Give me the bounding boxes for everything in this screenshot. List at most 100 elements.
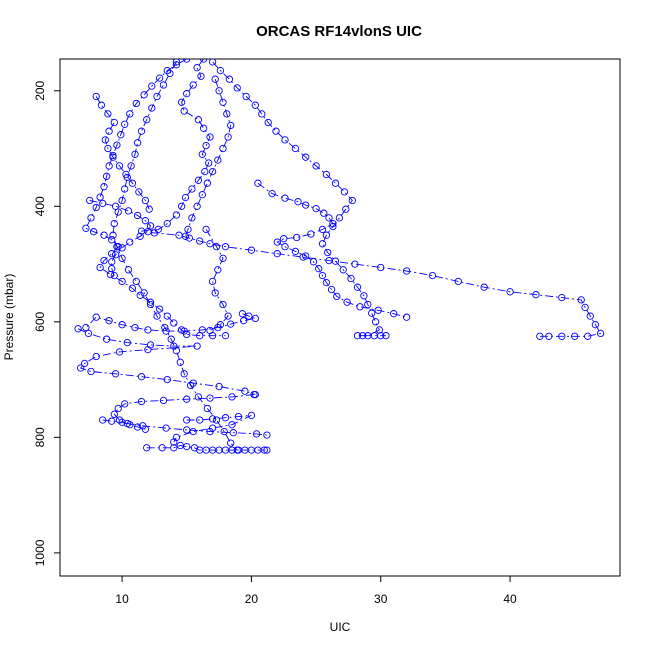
data-point: [118, 196, 126, 205]
data-point: [329, 219, 337, 228]
data-point: [371, 318, 380, 326]
data-point: [133, 423, 142, 431]
data-point: [454, 277, 462, 286]
data-point: [211, 289, 219, 297]
data-point: [224, 312, 232, 320]
data-point: [183, 426, 191, 434]
data-point: [102, 335, 111, 343]
data-point: [118, 254, 126, 262]
data-point: [211, 75, 219, 83]
data-point: [368, 309, 376, 317]
data-point: [241, 387, 249, 395]
data-point: [322, 278, 331, 287]
data-point: [183, 416, 191, 424]
data-point: [302, 153, 310, 161]
data-point: [273, 250, 281, 258]
data-point: [96, 193, 104, 201]
data-point: [183, 395, 191, 403]
data-point: [193, 342, 201, 350]
data-point: [196, 416, 204, 424]
data-point: [251, 101, 259, 109]
data-point: [111, 251, 120, 259]
data-point: [293, 233, 301, 242]
data-point: [260, 446, 268, 454]
data-point: [331, 257, 340, 265]
data-point: [145, 205, 153, 213]
data-point: [121, 400, 129, 408]
data-point: [221, 414, 230, 422]
data-point: [141, 196, 150, 205]
data-point: [180, 370, 188, 378]
data-point: [114, 208, 122, 216]
data-point: [199, 59, 208, 63]
data-point: [356, 303, 364, 311]
data-point: [121, 120, 129, 128]
data-point: [216, 66, 225, 75]
data-point: [252, 430, 261, 438]
data-point: [250, 390, 258, 399]
data-point: [360, 292, 368, 300]
chart-title: ORCAS RF14vlonS UIC: [256, 23, 422, 40]
data-point: [115, 416, 124, 424]
data-point: [183, 59, 191, 63]
data-point: [193, 64, 201, 72]
data-point: [198, 326, 206, 334]
data-point: [327, 285, 336, 294]
data-point: [162, 424, 170, 432]
data-point: [87, 214, 95, 222]
data-point: [155, 305, 164, 313]
data-point: [110, 118, 118, 127]
data-point: [205, 159, 213, 167]
data-point: [114, 404, 122, 413]
data-point: [189, 81, 197, 89]
series-lines: [77, 59, 602, 451]
data-point: [263, 446, 271, 454]
series-line: [257, 182, 407, 318]
x-axis: 10 20 30 40: [115, 575, 517, 606]
y-tick-label: 400: [33, 196, 47, 216]
series-line: [205, 229, 229, 331]
data-point: [177, 202, 186, 210]
data-point: [596, 329, 605, 338]
data-point: [227, 320, 235, 328]
data-point: [214, 156, 222, 164]
series-line: [102, 419, 146, 430]
data-point: [181, 232, 190, 240]
data-point: [109, 153, 117, 161]
data-point: [233, 84, 241, 92]
data-point: [532, 291, 540, 299]
data-point: [163, 375, 171, 384]
data-point: [101, 136, 109, 144]
data-point: [131, 323, 139, 332]
data-point: [167, 335, 175, 343]
data-point: [124, 207, 133, 215]
data-point: [208, 424, 217, 432]
data-point: [118, 244, 126, 252]
data-point: [133, 211, 142, 220]
data-point: [219, 300, 227, 309]
data-point: [172, 59, 181, 66]
data-point: [148, 82, 156, 90]
data-point: [80, 359, 89, 368]
data-point: [268, 189, 276, 198]
data-point: [307, 230, 315, 238]
data-point: [342, 205, 350, 213]
data-point: [110, 271, 118, 280]
data-point: [118, 418, 126, 426]
data-point: [111, 370, 120, 378]
data-point: [571, 332, 579, 340]
data-point: [132, 99, 140, 108]
data-point: [115, 348, 124, 356]
data-point: [108, 417, 116, 425]
data-point: [234, 412, 243, 421]
data-point: [128, 284, 137, 292]
data-point: [545, 332, 553, 340]
data-point: [402, 313, 411, 321]
data-point: [201, 167, 209, 176]
data-point: [382, 332, 390, 340]
data-point: [161, 323, 169, 332]
data-point: [77, 364, 85, 372]
data-point: [170, 444, 178, 452]
data-point: [127, 162, 135, 170]
data-point: [97, 101, 106, 109]
